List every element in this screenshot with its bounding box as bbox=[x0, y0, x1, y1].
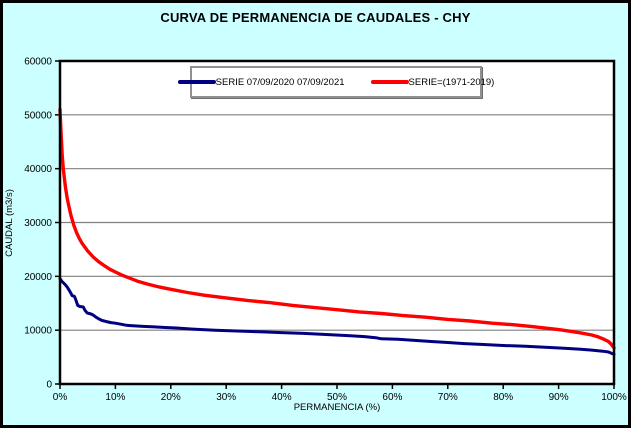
legend-item-serie-2020-2021: SERIE 07/09/2020 07/09/2021 bbox=[177, 76, 345, 88]
y-tick-label: 0 bbox=[46, 380, 52, 391]
legend-line-blue-icon bbox=[177, 80, 216, 84]
x-tick-label: 30% bbox=[216, 392, 236, 403]
x-tick-label: 80% bbox=[493, 392, 513, 403]
legend: SERIE 07/09/2020 07/09/2021 SERIE=(1971-… bbox=[177, 66, 494, 98]
x-tick-label: 90% bbox=[549, 392, 569, 403]
y-tick-label: 30000 bbox=[24, 218, 52, 229]
x-tick-label: 70% bbox=[438, 392, 458, 403]
y-tick-label: 40000 bbox=[24, 164, 52, 175]
axis-ticks: 0 10000 20000 30000 40000 50000 60000 0% 10% 20% 3… bbox=[24, 57, 627, 404]
plot-border bbox=[58, 59, 616, 386]
x-tick-label: 60% bbox=[382, 392, 402, 403]
series-line-2020-2021 bbox=[58, 277, 616, 356]
y-tick-label: 50000 bbox=[24, 110, 52, 121]
legend-line-red-icon bbox=[370, 80, 409, 84]
x-tick-label: 10% bbox=[105, 392, 125, 403]
series-line-1971-2019 bbox=[58, 107, 616, 350]
gridlines bbox=[60, 114, 614, 331]
x-tick-label: 40% bbox=[272, 392, 292, 403]
x-tick-label: 50% bbox=[327, 392, 347, 403]
x-axis-title: PERMANENCIA (%) bbox=[293, 402, 381, 413]
y-axis-title: CAUDAL (m3/s) bbox=[4, 189, 15, 257]
legend-label-serie-2020-2021: SERIE 07/09/2020 07/09/2021 bbox=[215, 76, 345, 88]
x-tick-label: 20% bbox=[161, 392, 181, 403]
legend-label-serie-1971-2019: SERIE=(1971-2019) bbox=[408, 76, 495, 88]
chart-canvas: 0 10000 20000 30000 40000 50000 60000 0% 10% 20% 3… bbox=[24, 57, 627, 404]
x-tick-label: 0% bbox=[53, 392, 68, 403]
y-tick-label: 20000 bbox=[24, 272, 52, 283]
y-tick-label: 10000 bbox=[24, 326, 52, 337]
x-tick-label: 100% bbox=[601, 392, 627, 403]
legend-item-serie-1971-2019: SERIE=(1971-2019) bbox=[370, 76, 495, 88]
chart-title: CURVA DE PERMANENCIA DE CAUDALES - CHY bbox=[160, 10, 471, 25]
y-tick-label: 60000 bbox=[24, 57, 52, 68]
